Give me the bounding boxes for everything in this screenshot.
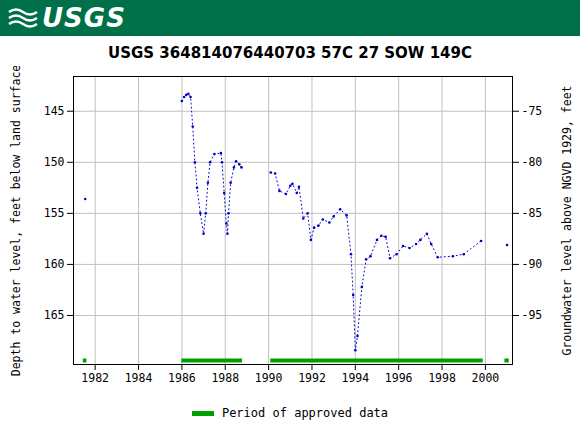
html-text:USGS: USGS (42, 3, 126, 33)
svg-text:165: 165 (44, 308, 65, 322)
svg-text:2000: 2000 (472, 371, 500, 385)
svg-text:1984: 1984 (125, 371, 153, 385)
svg-text:160: 160 (44, 257, 65, 271)
svg-text:145: 145 (44, 104, 65, 118)
svg-text:-85: -85 (522, 206, 543, 220)
svg-text:1996: 1996 (385, 371, 413, 385)
html-text:USGS 364814076440703 57C 27 SO: USGS 364814076440703 57C 27 SOW 149C (108, 44, 472, 62)
svg-text:150: 150 (44, 155, 65, 169)
svg-text:1988: 1988 (211, 371, 239, 385)
svg-text:1998: 1998 (428, 371, 456, 385)
svg-text:Groundwater level above NGVD 1: Groundwater level above NGVD 1929, feet (560, 85, 574, 355)
svg-text:-75: -75 (522, 104, 543, 118)
svg-text:1982: 1982 (81, 371, 109, 385)
svg-text:Depth to water level, feet bel: Depth to water level, feet below land su… (9, 66, 23, 376)
svg-text:155: 155 (44, 206, 65, 220)
svg-text:1986: 1986 (168, 371, 196, 385)
svg-text:1994: 1994 (341, 371, 369, 385)
html-text:Period of approved data: Period of approved data (221, 406, 389, 420)
svg-text:1992: 1992 (298, 371, 326, 385)
svg-text:-80: -80 (522, 155, 543, 169)
svg-text:-95: -95 (522, 308, 543, 322)
svg-text:-90: -90 (522, 257, 543, 271)
svg-text:1990: 1990 (255, 371, 283, 385)
